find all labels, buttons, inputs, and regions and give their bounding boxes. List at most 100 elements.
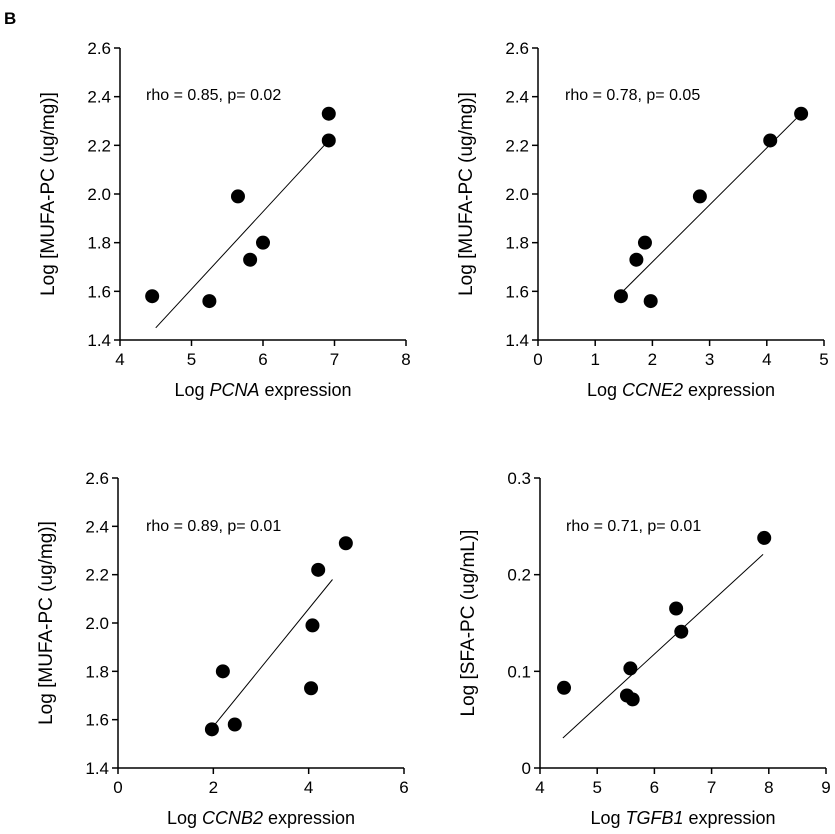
y-axis-title: Log [MUFA-PC (ug/mg)] — [36, 521, 57, 725]
x-axis-title-suffix: expression — [683, 380, 775, 400]
x-axis-title-gene: TGFB1 — [625, 808, 683, 828]
x-tick-label: 4 — [304, 778, 313, 797]
x-axis-title-suffix: expression — [684, 808, 776, 828]
data-point — [613, 289, 628, 304]
data-point — [763, 133, 778, 148]
x-tick-label: 2 — [648, 350, 657, 369]
data-point — [625, 692, 640, 707]
data-point — [674, 624, 689, 639]
data-point — [304, 681, 319, 696]
x-axis-title-gene: CCNE2 — [622, 380, 683, 400]
data-point — [623, 661, 638, 676]
y-tick-label: 2.0 — [505, 185, 529, 204]
data-point — [794, 106, 809, 121]
x-tick-label: 6 — [258, 350, 267, 369]
y-tick-label: 1.6 — [505, 282, 529, 301]
regression-line — [210, 579, 333, 730]
x-axis-title-suffix: expression — [263, 808, 355, 828]
y-tick-label: 1.6 — [85, 711, 109, 730]
x-tick-label: 4 — [115, 350, 124, 369]
chart-panel-1: 4 5 6 7 8 1.4 1.6 1.8 2.0 2.2 2.4 2.6 Log [MUFA-PC (… — [38, 39, 411, 400]
data-point — [757, 530, 772, 545]
y-tick-label: 1.8 — [505, 234, 529, 253]
y-tick-label: 2.6 — [85, 469, 109, 488]
data-point — [321, 106, 336, 121]
data-point — [637, 235, 652, 250]
x-tick-label: 2 — [209, 778, 218, 797]
x-axis-title-suffix: expression — [260, 380, 352, 400]
data-point — [145, 289, 160, 304]
x-tick-label: 4 — [535, 778, 544, 797]
y-tick-label: 2.0 — [85, 614, 109, 633]
x-tick-label: 1 — [590, 350, 599, 369]
x-axis-title-gene: PCNA — [209, 380, 259, 400]
x-axis-title: Log TGFB1 expression — [590, 808, 775, 828]
x-axis-title-prefix: Log — [167, 808, 202, 828]
correlation-annotation: rho = 0.71, p= 0.01 — [566, 518, 701, 535]
correlation-annotation: rho = 0.89, p= 0.01 — [146, 518, 281, 535]
x-tick-label: 8 — [401, 350, 410, 369]
x-tick-label: 3 — [705, 350, 714, 369]
data-point — [243, 252, 258, 267]
data-point — [338, 536, 353, 551]
x-axis-title: Log PCNA expression — [174, 380, 351, 400]
data-point — [230, 189, 245, 204]
data-point — [629, 252, 644, 267]
y-tick-label: 2.4 — [87, 88, 111, 107]
data-point — [305, 618, 320, 633]
y-axis-title: Log [MUFA-PC (ug/mg)] — [38, 92, 59, 296]
y-tick-label: 1.4 — [85, 759, 109, 778]
x-tick-label: 6 — [650, 778, 659, 797]
x-axis-title: Log CCNB2 expression — [167, 808, 355, 828]
y-tick-label: 1.4 — [505, 331, 529, 350]
data-point — [557, 680, 572, 695]
regression-line — [562, 553, 764, 739]
y-tick-label: 0.3 — [507, 469, 531, 488]
x-tick-label: 4 — [762, 350, 771, 369]
correlation-annotation: rho = 0.78, p= 0.05 — [565, 87, 700, 104]
correlation-annotation: rho = 0.85, p= 0.02 — [146, 87, 281, 104]
y-tick-label: 2.4 — [85, 517, 109, 536]
data-point — [311, 562, 326, 577]
y-tick-label: 1.6 — [87, 282, 111, 301]
x-axis-title-prefix: Log — [590, 808, 625, 828]
x-tick-label: 6 — [399, 778, 408, 797]
chart-panel-3: 0 2 4 6 1.4 1.6 1.8 2.0 2.2 2.4 2.6 Log [MUFA-PC (u… — [36, 469, 409, 828]
x-tick-label: 5 — [187, 350, 196, 369]
data-point — [256, 235, 270, 250]
y-tick-label: 2.6 — [505, 39, 529, 58]
data-point — [669, 601, 684, 616]
chart-panel-4: 4 5 6 7 8 9 0 0.1 0.2 0.3 Log [SFA-PC (ug/mL)] Log … — [458, 469, 831, 828]
x-tick-label: 5 — [819, 350, 828, 369]
x-tick-label: 0 — [533, 350, 542, 369]
y-tick-label: 0 — [522, 759, 531, 778]
y-tick-label: 2.2 — [505, 136, 529, 155]
y-tick-label: 2.2 — [85, 566, 109, 585]
y-tick-label: 2.6 — [87, 39, 111, 58]
y-tick-label: 1.8 — [85, 662, 109, 681]
x-axis-title-prefix: Log — [174, 380, 209, 400]
y-tick-label: 0.1 — [507, 662, 531, 681]
y-tick-label: 0.2 — [507, 566, 531, 585]
chart-panel-2: 0 1 2 3 4 5 1.4 1.6 1.8 2.0 2.2 2.4 2.6 Log [MUFA-PC … — [456, 39, 829, 400]
y-axis-title: Log [MUFA-PC (ug/mg)] — [456, 92, 477, 296]
data-point — [321, 133, 336, 148]
x-tick-label: 7 — [707, 778, 716, 797]
data-point — [643, 294, 658, 309]
x-axis-title-gene: CCNB2 — [202, 808, 263, 828]
x-axis-title: Log CCNE2 expression — [587, 380, 775, 400]
data-point — [227, 717, 242, 732]
x-tick-label: 0 — [113, 778, 122, 797]
x-tick-label: 7 — [330, 350, 339, 369]
y-tick-label: 2.2 — [87, 136, 111, 155]
y-tick-label: 1.4 — [87, 331, 111, 350]
x-axis-title-prefix: Log — [587, 380, 622, 400]
data-point — [692, 189, 707, 204]
y-tick-label: 1.8 — [87, 234, 111, 253]
data-point — [215, 664, 230, 679]
y-axis-title: Log [SFA-PC (ug/mL)] — [458, 530, 479, 717]
x-tick-label: 8 — [764, 778, 773, 797]
panel-letter: B — [4, 9, 16, 28]
data-point — [204, 722, 219, 737]
